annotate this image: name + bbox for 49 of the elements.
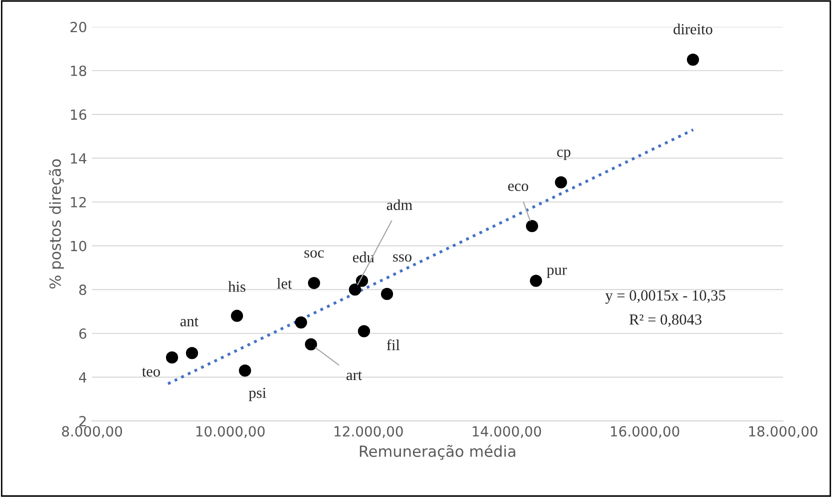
annotation: fil [386, 339, 400, 350]
point [166, 351, 178, 364]
annotation: eco [508, 184, 528, 192]
point [530, 274, 542, 287]
point [186, 347, 198, 360]
x-axis-title: Remuneração média [360, 444, 516, 460]
x-tick-label: 18.000,00 [749, 426, 818, 438]
annotation: let [277, 278, 292, 289]
y-tick-label: 14 [71, 153, 86, 164]
annotation: adm [386, 199, 412, 210]
annotation: sso [393, 254, 412, 262]
y-tick-label: 6 [79, 328, 86, 339]
annotation: art [346, 371, 362, 380]
x-tick-label: 16.000,00 [610, 426, 680, 438]
point [238, 364, 252, 377]
y-tick-label: 18 [71, 66, 86, 76]
point [348, 284, 362, 296]
y-tick-label: 4 [79, 372, 86, 382]
point [304, 338, 318, 350]
annotation: y = 0,0015x - 10,35 [605, 290, 726, 304]
point [380, 288, 394, 300]
point [294, 316, 308, 329]
point [686, 54, 700, 66]
x-tick-label: 14.000,00 [472, 426, 542, 438]
annotation: edu [352, 252, 374, 262]
y-tick-label: 2 [79, 416, 86, 426]
annotation: R² = 0,8043 [629, 314, 702, 327]
y-axis-title: % postos direção [48, 159, 64, 289]
annotation: cp [557, 150, 570, 160]
x-tick-label: 8.000,00 [62, 426, 122, 438]
annotation: teo [142, 368, 160, 377]
y-tick-label: 10 [71, 240, 86, 252]
point [358, 325, 370, 338]
y-tick-label: 12 [71, 196, 86, 208]
point [554, 176, 568, 188]
y-tick-label: 20 [70, 22, 86, 32]
annotation: soc [304, 250, 324, 258]
x-tick-label: 10.000,00 [196, 426, 265, 438]
x-tick-label: 12.000,00 [334, 426, 403, 438]
point [526, 220, 538, 232]
annotation: ant [180, 318, 198, 326]
annotation: direito [674, 24, 712, 34]
annotation: his [228, 281, 246, 292]
annotation: psi [248, 388, 266, 402]
y-tick-label: 8 [79, 284, 86, 296]
y-tick-label: 16 [71, 109, 86, 120]
point [308, 276, 320, 290]
annotation: pur [546, 268, 567, 278]
point [230, 310, 244, 322]
